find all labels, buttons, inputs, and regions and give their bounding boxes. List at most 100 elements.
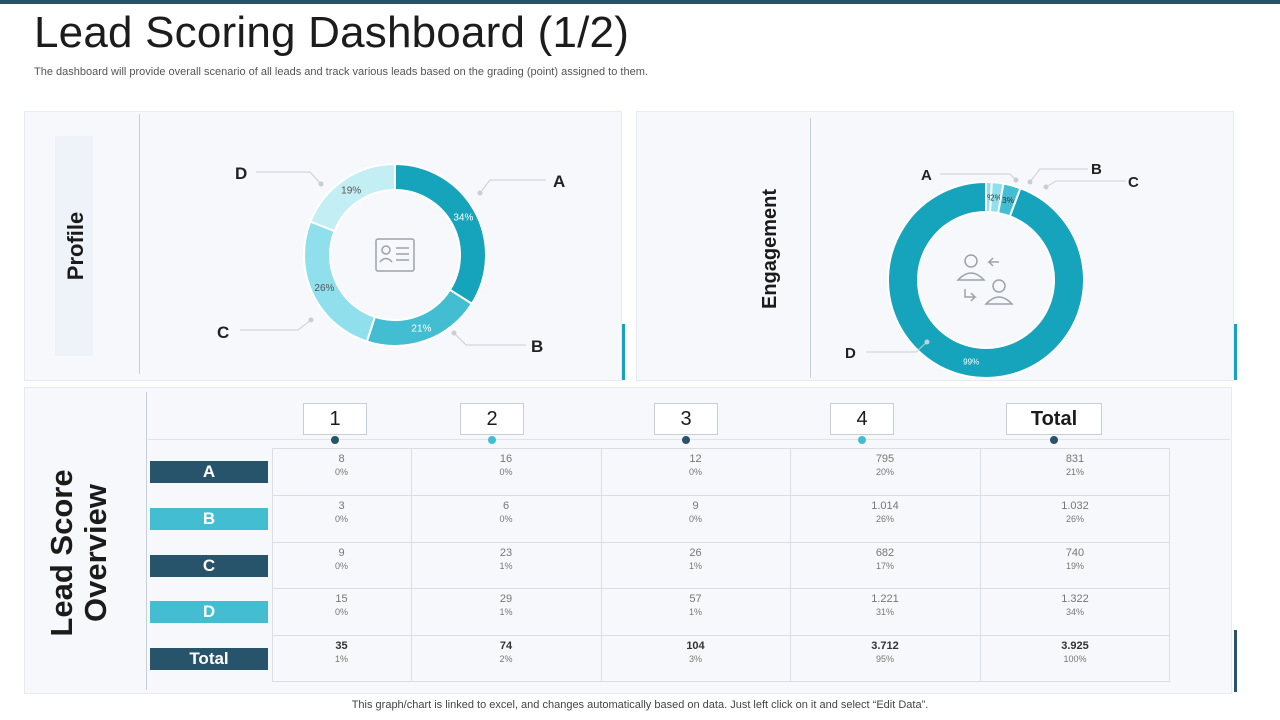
cell-value: 29 — [499, 593, 513, 606]
table-cell: 16 0% — [411, 453, 601, 479]
table-cell: 1.032 26% — [980, 500, 1170, 526]
profile-card-icon — [375, 238, 415, 272]
overview-panel — [24, 387, 1232, 694]
column-header-dot — [858, 436, 866, 444]
cell-value: 1.032 — [1061, 499, 1089, 512]
profile-callout-label-d: D — [235, 164, 247, 183]
column-header-total: Total — [1006, 403, 1102, 435]
overview-divider — [146, 392, 147, 690]
table-cell: 1.014 26% — [790, 500, 980, 526]
overview-label: Lead Score Overview — [44, 443, 115, 663]
cell-value: 23 — [499, 546, 513, 559]
row-label-c: C — [150, 554, 268, 577]
row-label-d: D — [150, 601, 268, 624]
profile-accent — [622, 324, 625, 380]
cell-percent: 20% — [875, 467, 894, 477]
column-header-4: 4 — [830, 403, 894, 435]
table-cell: 15 0% — [272, 593, 411, 619]
table-cell: 1.221 31% — [790, 593, 980, 619]
engagement-label: Engagement — [759, 188, 781, 309]
donut-slice-c — [303, 220, 377, 343]
grid-row-divider — [272, 588, 1170, 590]
cell-percent: 0% — [334, 560, 348, 571]
donut-value-label-a: 1% — [983, 193, 995, 202]
grid-row-divider — [272, 541, 1170, 543]
profile-callout-label-b: B — [531, 337, 543, 356]
cell-percent: 2% — [499, 654, 513, 665]
cell-value: 9 — [692, 499, 699, 512]
cell-percent: 0% — [499, 513, 513, 524]
overview-label-line2: Overview — [78, 484, 113, 622]
table-cell: 9 0% — [272, 547, 411, 573]
donut-value-label-d: 19% — [341, 185, 361, 196]
cell-value: 740 — [1065, 546, 1085, 559]
cell-percent: 21% — [1065, 467, 1084, 477]
footer-note: This graph/chart is linked to excel, and… — [351, 699, 929, 711]
cell-value: 682 — [875, 546, 895, 559]
cell-value: 12 — [689, 453, 702, 465]
cell-value: 1.014 — [871, 499, 899, 512]
cell-percent: 3% — [688, 654, 702, 665]
page-title: Lead Scoring Dashboard (1/2) — [34, 8, 630, 57]
cell-value: 1.221 — [871, 593, 899, 606]
grid-row-divider — [272, 494, 1170, 496]
donut-value-label-c: 3% — [1002, 196, 1014, 205]
cell-value: 74 — [499, 640, 513, 653]
cell-value: 3.712 — [871, 640, 899, 653]
cell-percent: 0% — [688, 467, 702, 477]
cell-percent: 0% — [334, 467, 348, 477]
donut-slice-d — [887, 180, 1085, 378]
table-cell: 3 0% — [272, 500, 411, 526]
table-cell: 740 19% — [980, 547, 1170, 573]
cell-percent: 100% — [1063, 654, 1087, 665]
cell-value: 3 — [338, 499, 345, 512]
column-header-dot — [488, 436, 496, 444]
cell-percent: 34% — [1065, 607, 1084, 618]
table-cell: 6 0% — [411, 500, 601, 526]
table-cell: 23 1% — [411, 547, 601, 573]
cell-value: 16 — [499, 453, 513, 465]
cell-value: 26 — [689, 546, 702, 559]
profile-label: Profile — [63, 211, 88, 281]
table-cell: 35 1% — [272, 640, 411, 666]
table-cell: 3.925 100% — [980, 640, 1170, 666]
profile-donut-chart: 34% 21% 26% 19% A B C D — [217, 162, 565, 356]
cell-percent: 0% — [334, 513, 348, 524]
grid-column-divider — [601, 448, 602, 682]
cell-percent: 95% — [875, 654, 894, 665]
cell-percent: 31% — [875, 607, 894, 618]
table-cell: 682 17% — [790, 547, 980, 573]
table-cell: 29 1% — [411, 593, 601, 619]
donut-slice-b — [365, 288, 474, 347]
cell-value: 35 — [335, 640, 348, 653]
cell-value: 3.925 — [1061, 640, 1089, 653]
cell-percent: 26% — [1065, 513, 1084, 524]
row-label-b: B — [150, 507, 268, 530]
cell-value: 6 — [502, 499, 510, 512]
overview-accent — [1234, 630, 1237, 692]
grid-column-divider — [411, 448, 412, 682]
table-cell: 104 3% — [601, 640, 790, 666]
row-label-total: Total — [150, 648, 268, 671]
profile-callout-label-c: C — [217, 323, 229, 342]
donut-slice-a — [394, 162, 487, 306]
cell-percent: 26% — [875, 513, 894, 524]
table-cell: 3.712 95% — [790, 640, 980, 666]
table-cell: 795 20% — [790, 453, 980, 479]
cell-percent: 1% — [499, 607, 513, 618]
cell-percent: 1% — [499, 560, 513, 571]
column-header-2: 2 — [460, 403, 524, 435]
engagement-callout-label-a: A — [921, 167, 932, 184]
cell-value: 15 — [335, 593, 348, 606]
profile-label-box — [55, 136, 93, 356]
engagement-callout-label-b: B — [1091, 161, 1102, 178]
grid-column-divider — [980, 448, 981, 682]
cell-percent: 0% — [688, 513, 702, 524]
engagement-callout-label-c: C — [1128, 174, 1139, 191]
column-header-dot — [682, 436, 690, 444]
cell-value: 831 — [1065, 453, 1085, 465]
cell-percent: 17% — [875, 560, 894, 571]
profile-divider — [139, 114, 140, 374]
column-header-dot — [1050, 436, 1058, 444]
column-header-dot — [331, 436, 339, 444]
